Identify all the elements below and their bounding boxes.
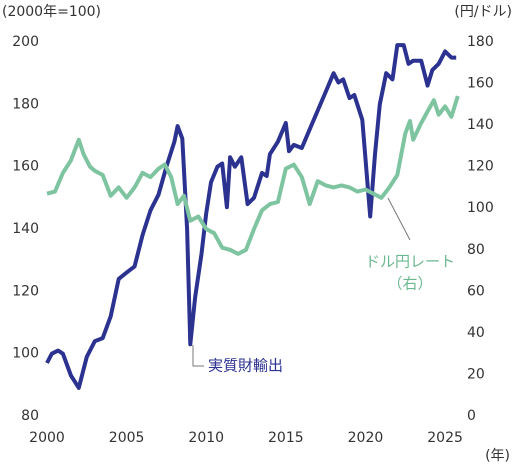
x-tick-label: 2025 [427, 430, 463, 446]
annotation: 実質財輸出 [208, 357, 283, 375]
y-tick-label: 160 [12, 159, 39, 175]
y-axis-label: (2000年=100) [2, 4, 101, 20]
leader-line [387, 197, 411, 241]
x-axis-label: (年) [485, 448, 510, 464]
y2-tick-label: 140 [467, 117, 494, 133]
x-tick-label: 2005 [109, 430, 145, 446]
y-tick-label: 180 [12, 96, 39, 112]
y-tick-label: 100 [12, 346, 39, 362]
y2-tick-label: 180 [467, 34, 494, 50]
y2-axis-label: (円/ドル) [454, 4, 512, 20]
x-tick-label: 2015 [268, 430, 304, 446]
y2-tick-label: 60 [467, 283, 485, 299]
data-line [46, 95, 460, 256]
y2-tick-label: 40 [467, 325, 485, 341]
data-line [45, 43, 457, 390]
y2-tick-label: 0 [467, 408, 476, 424]
x-tick-label: 2010 [188, 430, 224, 446]
x-tick-label: 2020 [348, 430, 384, 446]
y2-tick-label: 80 [467, 242, 485, 258]
y-tick-label: 140 [12, 221, 39, 237]
y-tick-label: 120 [12, 283, 39, 299]
y2-tick-label: 20 [467, 366, 485, 382]
leader-line [192, 345, 204, 367]
y2-tick-label: 100 [467, 200, 494, 216]
y-tick-label: 200 [12, 34, 39, 50]
y2-tick-label: 160 [467, 76, 494, 92]
annotation: （右） [387, 275, 432, 293]
y-tick-label: 80 [21, 408, 39, 424]
annotation: ドル円レート [365, 253, 455, 271]
x-tick-label: 2000 [29, 430, 65, 446]
y2-tick-label: 120 [467, 159, 494, 175]
